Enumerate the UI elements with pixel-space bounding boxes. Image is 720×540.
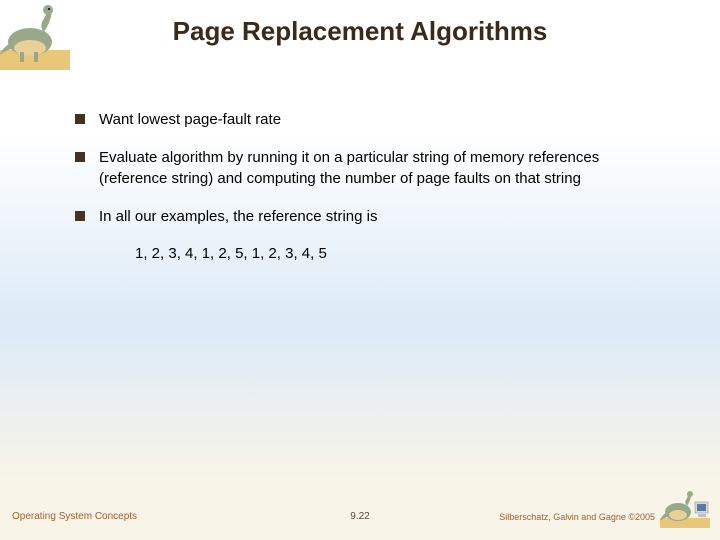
bullet-text: In all our examples, the reference strin… bbox=[99, 207, 377, 227]
bullet-item: In all our examples, the reference strin… bbox=[75, 207, 660, 227]
bullet-marker-icon bbox=[75, 114, 85, 124]
bullet-item: Want lowest page-fault rate bbox=[75, 110, 660, 130]
slide-title: Page Replacement Algorithms bbox=[0, 16, 720, 47]
bullet-text: Want lowest page-fault rate bbox=[99, 110, 281, 130]
reference-string: 1, 2, 3, 4, 1, 2, 5, 1, 2, 3, 4, 5 bbox=[135, 245, 660, 262]
content-area: Want lowest page-fault rate Evaluate alg… bbox=[75, 110, 660, 262]
bullet-marker-icon bbox=[75, 211, 85, 221]
dinosaur-bottom-icon bbox=[660, 488, 710, 528]
slide: Page Replacement Algorithms Want lowest … bbox=[0, 0, 720, 540]
bullet-marker-icon bbox=[75, 152, 85, 162]
bullet-text: Evaluate algorithm by running it on a pa… bbox=[99, 148, 660, 189]
footer-right: Silberschatz, Galvin and Gagne ©2005 bbox=[499, 512, 655, 522]
bullet-item: Evaluate algorithm by running it on a pa… bbox=[75, 148, 660, 189]
